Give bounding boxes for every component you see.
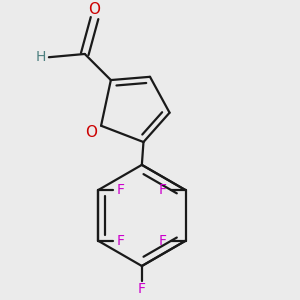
Text: F: F [159,234,167,248]
Text: O: O [88,2,101,17]
Text: F: F [159,183,167,197]
Text: F: F [117,183,125,197]
Text: O: O [85,125,97,140]
Text: H: H [35,50,46,64]
Text: F: F [117,234,125,248]
Text: F: F [138,282,146,296]
